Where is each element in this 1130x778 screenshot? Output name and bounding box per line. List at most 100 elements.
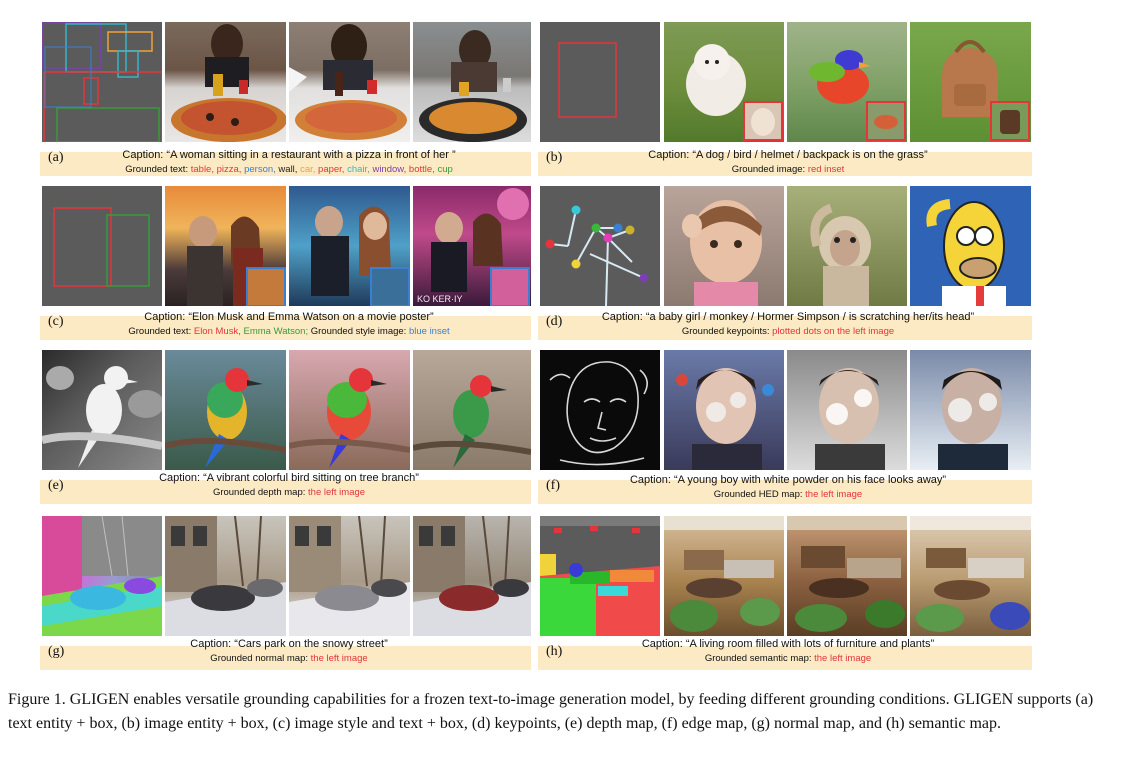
- grounding-entity: blue inset: [408, 326, 450, 337]
- caption-text: Caption: “Cars park on the snowy street”: [190, 638, 388, 650]
- caption-band: [538, 152, 1032, 176]
- figure-caption-prefix: Figure 1.: [8, 691, 66, 708]
- grounding-entity: wall,: [278, 164, 298, 175]
- grounding-prefix: Grounded depth map:: [212, 487, 306, 498]
- generated-image: [664, 22, 784, 142]
- grounding-entity: pizza,: [216, 164, 242, 175]
- hed-edge-map-image: [540, 350, 660, 470]
- model-name: GLIGEN: [69, 691, 130, 708]
- figure-caption-part2: supports (a) text entity + box, (b) imag…: [8, 691, 1094, 732]
- panel-g: (g) Caption: “Cars park on the snowy str…: [40, 512, 531, 670]
- caption-text: Caption: “A living room filled with lots…: [641, 638, 935, 650]
- panel-label: (b): [546, 150, 563, 165]
- grounding-text: Grounded keypoints: plotted dots on the …: [682, 326, 894, 337]
- panel-label: (a): [48, 150, 64, 165]
- generated-image: [910, 22, 1031, 142]
- grounding-entity: Emma Watson;: [243, 326, 309, 337]
- generated-image: [289, 350, 410, 470]
- grounding-entity: cup: [437, 164, 453, 175]
- caption-text: Caption: “A vibrant colorful bird sittin…: [159, 472, 419, 484]
- generated-image: [910, 350, 1031, 470]
- caption-band: [40, 480, 531, 504]
- grounding-entity: chair,: [347, 164, 370, 175]
- generated-image: [787, 186, 907, 306]
- grounding-prefix: Grounded semantic map:: [704, 653, 812, 664]
- grounding-prefix: Grounded text:: [128, 326, 192, 337]
- grounding-entity: bottle,: [408, 164, 435, 175]
- grounding-entity: plotted dots on the left image: [772, 326, 895, 337]
- panel-f: (f) Caption: “A young boy with white pow…: [538, 346, 1032, 504]
- generated-image: [413, 350, 531, 470]
- grounding-entity: the left image: [814, 653, 872, 664]
- generated-image: [165, 186, 286, 306]
- semantic-map-image: [540, 516, 660, 636]
- panel-e: (e) Caption: “A vibrant colorful bird si…: [40, 346, 531, 504]
- panel-label: (c): [48, 314, 64, 329]
- grounding-prefix: Grounded text:: [125, 164, 189, 175]
- caption-text: Caption: “A woman sitting in a restauran…: [122, 149, 456, 161]
- grounding-entity: window,: [372, 164, 407, 175]
- generated-image: [787, 22, 907, 142]
- panel-label: (d): [546, 314, 563, 329]
- grounding-entity: the left image: [308, 487, 366, 498]
- panel-b: (b) Caption: “A dog / bird / helmet / ba…: [538, 18, 1032, 176]
- generated-image: [289, 516, 410, 636]
- generated-image: KO KER·IY: [413, 186, 531, 306]
- generated-image: [413, 516, 531, 636]
- grounding-entity: the left image: [805, 489, 863, 500]
- normal-map-image: [42, 516, 162, 636]
- caption-text: Caption: “A young boy with white powder …: [629, 474, 947, 486]
- generated-image: [165, 350, 286, 470]
- bounding-box-layout-image: [540, 22, 660, 142]
- generated-image: [289, 22, 410, 142]
- panel-h: (h) Caption: “A living room filled with …: [538, 512, 1032, 670]
- caption-band: [538, 316, 1032, 340]
- keypoint-layout-image: [540, 186, 660, 306]
- bounding-box-layout-image: [42, 186, 162, 306]
- generated-image: [910, 186, 1031, 306]
- grounding-entity: red inset: [807, 164, 845, 175]
- panel-a: (a) Caption: “A woman sitting in a resta…: [40, 18, 531, 176]
- grounding-prefix: Grounded keypoints:: [681, 326, 770, 337]
- grounding-entity: Elon Musk,: [193, 326, 241, 337]
- panel-label: (f): [546, 478, 560, 493]
- caption-band: [40, 646, 531, 670]
- generated-image: [910, 516, 1031, 636]
- bounding-box-layout-image: [42, 22, 162, 142]
- grounding-entity: the left image: [310, 653, 368, 664]
- panel-label: (g): [48, 644, 65, 659]
- grounding-text: Grounded depth map: the left image: [213, 487, 365, 498]
- caption-text: Caption: “a baby girl / monkey / Hormer …: [601, 311, 975, 323]
- grounding-entity: car,: [300, 164, 316, 175]
- poster-title-text: KO KER·IY: [417, 294, 463, 304]
- figure-caption: Figure 1. GLIGEN enables versatile groun…: [8, 688, 1118, 736]
- grounding-text: Grounded HED map: the left image: [714, 489, 862, 500]
- caption-band: [538, 646, 1032, 670]
- caption-text: Caption: “A dog / bird / helmet / backpa…: [648, 149, 928, 161]
- generated-image: [165, 22, 286, 142]
- model-name: GLIGEN: [953, 691, 1014, 708]
- grounding-entity: paper,: [318, 164, 345, 175]
- grounding-prefix: Grounded image:: [731, 164, 806, 175]
- caption-text: Caption: “Elon Musk and Emma Watson on a…: [144, 311, 434, 323]
- panel-label: (h): [546, 644, 563, 659]
- caption-band: [40, 316, 531, 340]
- grounding-text: Grounded image: red inset: [732, 164, 845, 175]
- generated-image: [413, 22, 531, 142]
- generated-image: [664, 350, 784, 470]
- grounding-text: Grounded semantic map: the left image: [705, 653, 871, 664]
- figure-caption-part1: enables versatile grounding capabilities…: [133, 691, 950, 708]
- generated-image: [787, 516, 907, 636]
- grounding-text: Grounded text: table, pizza, person, wal…: [125, 164, 453, 175]
- generated-image: [664, 186, 784, 306]
- generated-image: [787, 350, 907, 470]
- grounding-text: Grounded text: Elon Musk, Emma Watson; G…: [128, 326, 449, 337]
- grounding-entity: Grounded style image:: [310, 326, 407, 337]
- generated-image: [289, 186, 410, 306]
- grounding-entity: person,: [244, 164, 276, 175]
- grounding-prefix: Grounded normal map:: [210, 653, 309, 664]
- panel-label: (e): [48, 478, 64, 493]
- grounding-text: Grounded normal map: the left image: [210, 653, 367, 664]
- panel-d: (d) Caption: “a baby girl / monkey / Hor…: [538, 182, 1032, 340]
- depth-map-image: [42, 350, 162, 470]
